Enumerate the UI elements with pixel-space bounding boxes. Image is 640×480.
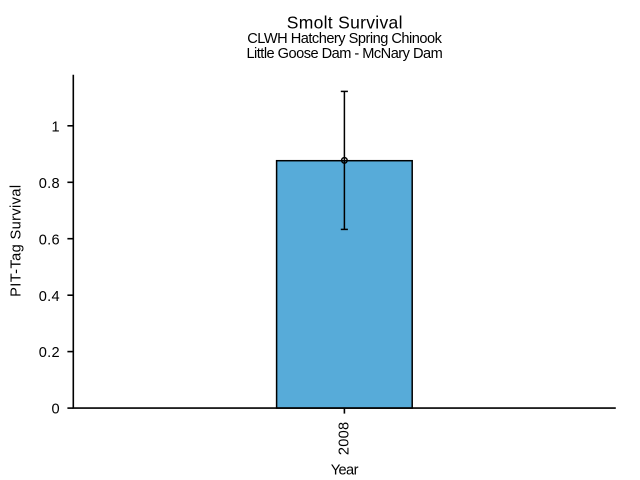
svg-text:0.2: 0.2: [39, 345, 60, 361]
svg-text:Smolt Survival: Smolt Survival: [287, 12, 403, 32]
svg-text:0.4: 0.4: [39, 289, 60, 305]
svg-text:0.6: 0.6: [39, 232, 60, 248]
svg-text:Little Goose Dam - McNary Dam: Little Goose Dam - McNary Dam: [246, 46, 442, 62]
svg-text:2008: 2008: [337, 422, 353, 456]
svg-text:Year: Year: [331, 462, 359, 478]
svg-text:CLWH Hatchery Spring Chinook: CLWH Hatchery Spring Chinook: [247, 31, 442, 47]
svg-text:0.8: 0.8: [39, 176, 60, 192]
svg-text:0: 0: [51, 402, 59, 418]
svg-text:1: 1: [51, 119, 59, 135]
svg-text:PIT-Tag Survival: PIT-Tag Survival: [8, 185, 24, 297]
